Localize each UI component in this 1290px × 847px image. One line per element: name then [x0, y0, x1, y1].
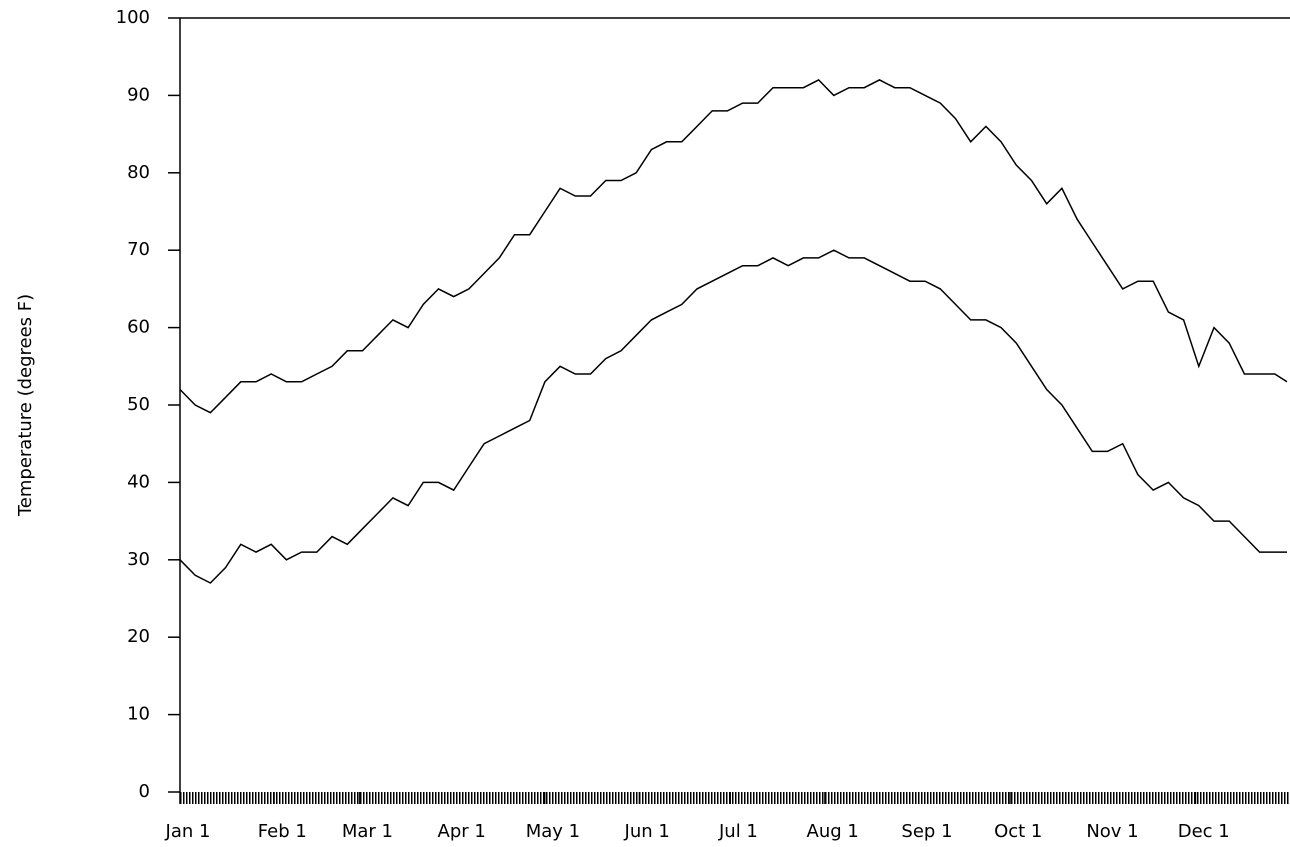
x-tick-label: Nov 1	[1086, 821, 1138, 842]
x-tick-label: May 1	[526, 821, 580, 842]
y-tick-label: 60	[127, 317, 150, 338]
x-tick-label: Jun 1	[624, 821, 670, 842]
x-tick-label: Aug 1	[807, 821, 859, 842]
y-axis-label: Temperature (degrees F)	[15, 294, 36, 517]
day-axis-band	[180, 792, 1290, 804]
y-tick-label: 40	[127, 471, 150, 492]
x-tick-label: Jan 1	[165, 821, 211, 842]
y-tick-label: 70	[127, 239, 150, 260]
x-tick-label: Mar 1	[342, 821, 393, 842]
x-tick-label: Jul 1	[718, 821, 758, 842]
x-tick-label: Feb 1	[258, 821, 307, 842]
temperature-line	[179, 78, 1288, 414]
y-tick-label: 80	[127, 162, 150, 183]
temperature-line	[179, 249, 1287, 584]
y-tick-label: 30	[127, 549, 150, 570]
y-tick-label: 100	[116, 7, 150, 28]
y-tick-label: 90	[127, 84, 150, 105]
y-tick-label: 50	[127, 394, 150, 415]
x-tick-label: Dec 1	[1178, 821, 1230, 842]
y-tick-label: 10	[127, 704, 150, 725]
y-tick-label: 0	[139, 781, 150, 802]
y-tick-label: 20	[127, 626, 150, 647]
x-tick-label: Apr 1	[438, 821, 486, 842]
x-tick-label: Oct 1	[994, 821, 1042, 842]
x-tick-label: Sep 1	[901, 821, 952, 842]
